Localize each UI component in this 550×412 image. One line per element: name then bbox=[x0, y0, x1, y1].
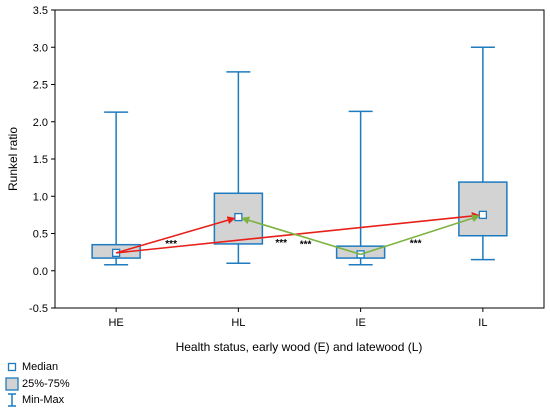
boxes bbox=[91, 46, 508, 266]
legend: Median 25%-75% Min-Max bbox=[4, 359, 70, 409]
plot-frame bbox=[54, 9, 545, 309]
x-axis: HE HL IE IL bbox=[108, 308, 487, 329]
y-tick-label: -0.5 bbox=[29, 303, 48, 315]
y-tick-label: 1.0 bbox=[33, 191, 48, 203]
whisker-icon bbox=[4, 393, 20, 407]
significance-arrow bbox=[115, 216, 236, 254]
legend-label-whisker: Min-Max bbox=[22, 394, 65, 407]
significance-arrows: *** *** *** *** bbox=[115, 212, 481, 256]
y-tick-label: 0.0 bbox=[33, 266, 48, 278]
significance-arrow bbox=[116, 212, 480, 254]
y-tick-label: 3.5 bbox=[33, 5, 48, 17]
y-axis-label: Runkel ratio bbox=[6, 127, 20, 191]
y-tick-label: 1.5 bbox=[33, 154, 48, 166]
x-tick-label: HL bbox=[231, 317, 245, 329]
median-marker bbox=[234, 212, 243, 222]
y-axis: -0.5 0.0 0.5 1.0 1.5 2.0 2.5 3.0 3.5 bbox=[29, 5, 55, 315]
y-tick-label: 2.5 bbox=[33, 80, 48, 92]
significance-arrow bbox=[360, 214, 481, 256]
x-tick-label: IL bbox=[478, 317, 487, 329]
legend-label-median: Median bbox=[22, 361, 59, 374]
median-marker bbox=[478, 210, 488, 220]
significance-label: *** bbox=[165, 239, 177, 250]
x-tick-label: IE bbox=[355, 317, 365, 329]
box-swatch-icon bbox=[4, 377, 20, 391]
legend-label-box: 25%-75% bbox=[22, 377, 70, 390]
significance-label: *** bbox=[300, 240, 312, 251]
y-tick-label: 2.0 bbox=[33, 117, 48, 129]
iqr-box bbox=[458, 181, 508, 237]
significance-arrow bbox=[241, 216, 361, 256]
x-axis-label: Health status, early wood (E) and latewo… bbox=[176, 340, 423, 354]
y-tick-label: 0.5 bbox=[33, 229, 48, 241]
x-tick-label: HE bbox=[108, 317, 123, 329]
legend-item-whisker: Min-Max bbox=[4, 392, 70, 409]
y-tick-label: 3.0 bbox=[33, 42, 48, 54]
median-marker-icon bbox=[4, 362, 20, 372]
significance-label: *** bbox=[410, 239, 422, 250]
legend-item-box: 25%-75% bbox=[4, 376, 70, 393]
significance-label: *** bbox=[275, 238, 287, 249]
legend-item-median: Median bbox=[4, 359, 70, 376]
